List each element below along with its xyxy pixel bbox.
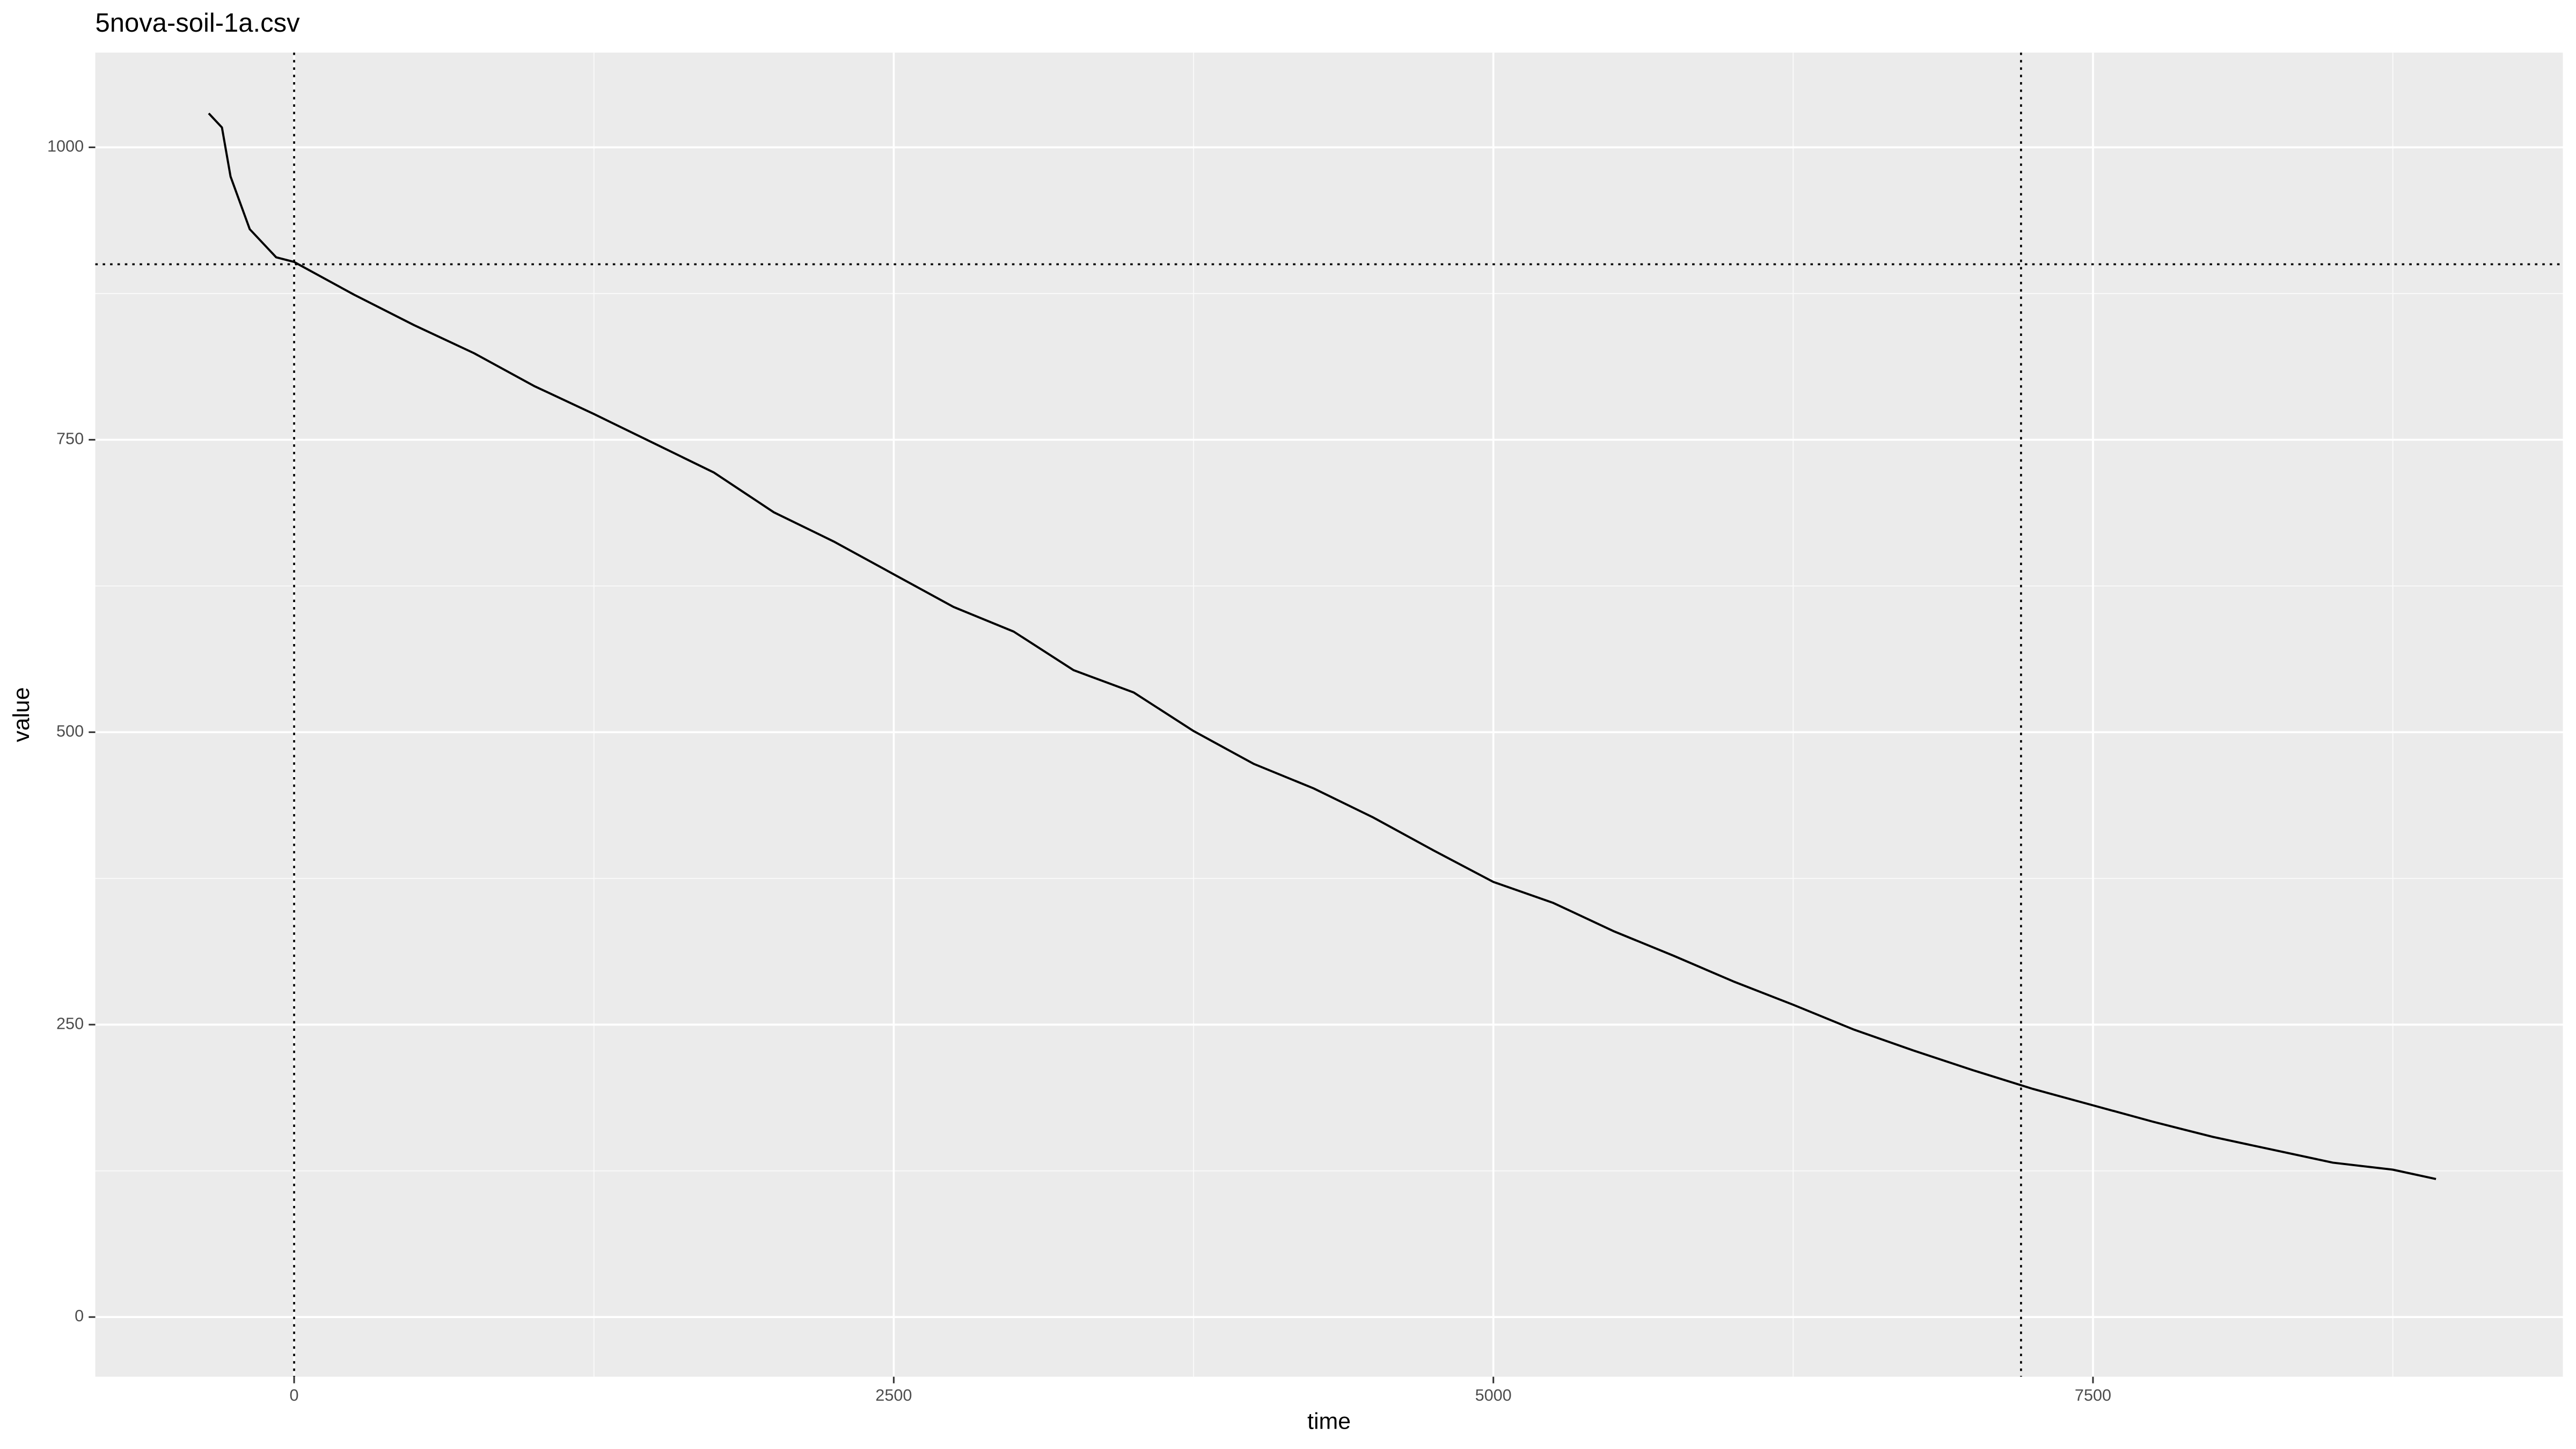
chart-title: 5nova-soil-1a.csv xyxy=(96,9,301,38)
x-tick-label: 5000 xyxy=(1475,1386,1512,1404)
y-tick-label: 250 xyxy=(56,1014,84,1033)
y-axis-title: value xyxy=(9,687,34,742)
x-tick-label: 2500 xyxy=(875,1386,912,1404)
x-tick-label: 7500 xyxy=(2075,1386,2111,1404)
y-tick-label: 0 xyxy=(75,1307,84,1325)
y-tick-label: 500 xyxy=(56,722,84,740)
y-tick-label: 1000 xyxy=(47,137,84,156)
data-line xyxy=(208,112,2436,1180)
x-axis-title: time xyxy=(1307,1408,1351,1434)
plot-panel xyxy=(95,52,2563,1377)
x-tick-label: 0 xyxy=(290,1386,299,1404)
y-tick-label: 750 xyxy=(56,430,84,448)
